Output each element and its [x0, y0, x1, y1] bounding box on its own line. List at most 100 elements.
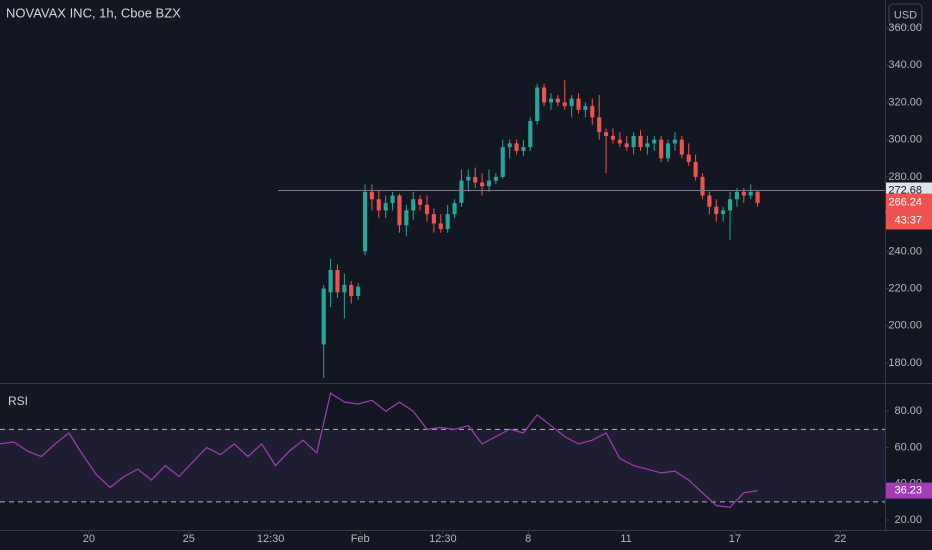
- last-price-bg: [886, 193, 932, 230]
- y-tick-label: 360.00: [888, 22, 922, 34]
- candle-body: [411, 199, 416, 211]
- candle-body: [576, 98, 581, 110]
- x-tick-label: 17: [729, 533, 741, 545]
- y-tick-label: 320.00: [888, 96, 922, 108]
- rsi-title: RSI: [8, 394, 28, 408]
- candle-body: [328, 269, 333, 293]
- candle-body: [452, 202, 457, 215]
- candle-body: [383, 202, 388, 211]
- candle-body: [349, 284, 354, 297]
- candle-body: [424, 204, 430, 215]
- candle-body: [748, 191, 753, 196]
- y-tick-label: 240.00: [888, 245, 922, 257]
- y-tick-label: 60.00: [894, 441, 922, 453]
- candle-body: [500, 147, 505, 177]
- candle-body: [390, 195, 395, 203]
- x-tick-label: 20: [83, 533, 95, 545]
- x-tick-label: 25: [183, 533, 195, 545]
- y-tick-label: 200.00: [888, 320, 922, 332]
- candle-body: [486, 180, 492, 187]
- candle-body: [404, 210, 409, 226]
- y-tick-label: 220.00: [888, 283, 922, 295]
- candle-body: [679, 139, 684, 155]
- x-tick-label: 12:30: [257, 533, 285, 545]
- candle-body: [672, 139, 678, 144]
- chart-title: NOVAVAX INC, 1h, Cboe BZX: [6, 5, 181, 20]
- price-line-label: 272.68: [888, 184, 922, 196]
- rsi-value-bg: [886, 482, 932, 499]
- candle-body: [590, 106, 595, 118]
- candle-body: [438, 223, 443, 230]
- last-price: 266.24: [888, 196, 922, 208]
- candle-body: [362, 191, 368, 252]
- candle-body: [521, 147, 526, 151]
- candle-body: [638, 135, 643, 148]
- candle-body: [335, 269, 340, 293]
- candle-body: [321, 288, 326, 345]
- candle-body: [342, 284, 347, 293]
- candle-body: [418, 199, 423, 205]
- candle-body: [741, 191, 746, 196]
- y-tick-label: 300.00: [888, 134, 922, 146]
- currency[interactable]: USD: [894, 9, 917, 21]
- candle-body: [548, 98, 554, 103]
- candle-body: [665, 143, 671, 159]
- candle-body: [700, 176, 705, 196]
- candle-body: [714, 206, 719, 215]
- candle-body: [604, 132, 609, 136]
- currency-button[interactable]: [888, 3, 923, 27]
- y-tick-label: 180.00: [888, 357, 922, 369]
- rsi-line: [0, 392, 758, 508]
- candle-body: [755, 191, 760, 203]
- candle-body: [652, 139, 657, 144]
- candle-body: [445, 214, 450, 230]
- candle-body: [493, 176, 498, 181]
- x-tick-label: 11: [620, 533, 631, 545]
- candle-body: [514, 143, 519, 151]
- countdown: 43:37: [894, 214, 922, 226]
- x-tick-label: 22: [834, 533, 846, 545]
- rsi-value: 36.23: [894, 484, 922, 496]
- y-tick-label: 280.00: [888, 171, 922, 183]
- candle-body: [693, 161, 698, 177]
- y-tick-label: 20.00: [894, 514, 922, 526]
- candle-body: [617, 139, 622, 144]
- candle-body: [645, 143, 650, 148]
- candle-body: [431, 214, 436, 224]
- candle-body: [597, 117, 602, 133]
- candle-body: [707, 195, 712, 207]
- candle-body: [721, 210, 726, 215]
- candle-body: [459, 180, 464, 203]
- candle-body: [535, 87, 540, 122]
- candle-body: [466, 176, 471, 181]
- candle-body: [562, 102, 567, 107]
- candle-body: [369, 191, 374, 200]
- candle-body: [507, 143, 512, 148]
- y-tick-label: 340.00: [888, 59, 922, 71]
- candle-body: [542, 87, 547, 103]
- x-tick-label: Feb: [351, 533, 370, 545]
- candle-body: [528, 121, 533, 148]
- candle-body: [555, 98, 560, 103]
- rsi-band: [0, 429, 885, 502]
- candle-body: [686, 154, 691, 162]
- candle-body: [583, 106, 588, 110]
- candle-body: [480, 182, 485, 187]
- candle-body: [659, 139, 664, 159]
- candle-body: [569, 98, 574, 107]
- candle-body: [397, 195, 402, 226]
- candle-body: [631, 135, 636, 148]
- y-tick-label: 80.00: [894, 405, 922, 417]
- candle-body: [624, 143, 629, 148]
- candle-body: [376, 199, 381, 211]
- candle-body: [610, 135, 616, 140]
- x-tick-label: 8: [525, 533, 531, 545]
- candle-body: [727, 199, 733, 211]
- candle-body: [734, 191, 739, 200]
- candle-body: [356, 286, 361, 297]
- x-tick-label: 12:30: [429, 533, 457, 545]
- candle-body: [473, 176, 478, 183]
